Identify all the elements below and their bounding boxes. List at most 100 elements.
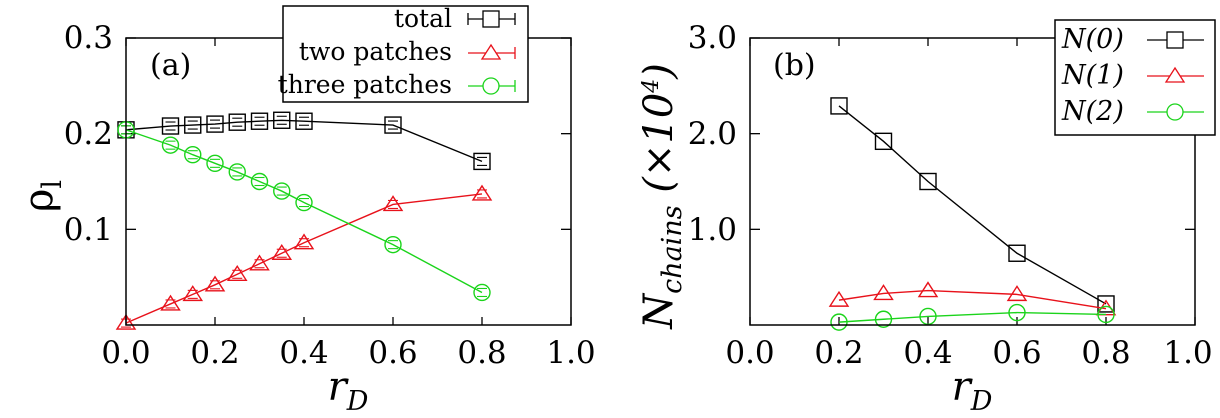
error-bar <box>299 197 309 208</box>
data-point <box>1097 295 1115 313</box>
data-point <box>226 265 248 281</box>
error-bar <box>187 150 198 160</box>
series-line <box>838 105 1107 305</box>
error-bar <box>477 287 487 298</box>
panel-a-legend: total two patches three patches <box>278 4 529 103</box>
data-point <box>273 182 291 200</box>
panel-b-frame <box>749 37 1196 326</box>
series-line <box>838 311 1107 323</box>
panel-a-xtick: 0.4 <box>279 335 328 371</box>
data-point <box>160 294 181 311</box>
data-point <box>206 115 224 133</box>
error-bar <box>276 186 287 196</box>
data-point <box>184 116 202 134</box>
data-point <box>382 195 404 212</box>
data-point <box>1008 303 1026 322</box>
data-point <box>919 172 937 191</box>
error-bar <box>388 240 398 250</box>
panel-a-xtick: 0.0 <box>101 335 150 371</box>
panel-a-ylabel: ρl <box>16 180 68 212</box>
panel-a-xtick: 0.2 <box>190 335 239 371</box>
data-point <box>874 132 893 151</box>
panel-b-xtick: 0.4 <box>903 335 952 371</box>
panel-b-ylabel: Nchains (×104) <box>636 63 688 330</box>
panel-a-xtick: 1.0 <box>546 335 595 371</box>
panel-b-xlabel: rD <box>952 364 993 417</box>
data-point <box>249 254 270 271</box>
series-n-0 <box>830 97 1115 313</box>
panel-b-ytick: 2.0 <box>688 116 737 152</box>
error-bar <box>254 176 265 187</box>
panel-a-ytick: 0.3 <box>64 20 113 56</box>
data-point <box>828 290 850 307</box>
error-bar <box>165 121 176 131</box>
panel-a-ytick: 0.2 <box>64 116 113 152</box>
panel-b-ytick: 3.0 <box>688 20 737 56</box>
legend-label-n2: N(2) <box>1061 96 1124 127</box>
legend-sample-n1 <box>1147 66 1204 83</box>
series-line <box>125 119 483 163</box>
series-line <box>125 193 483 324</box>
legend-sample-total <box>467 10 516 28</box>
data-point <box>228 163 246 181</box>
error-bar <box>388 120 398 130</box>
error-bar <box>232 117 243 127</box>
data-point <box>295 193 313 212</box>
data-point <box>1008 244 1026 262</box>
data-point <box>271 243 293 260</box>
error-bar <box>232 167 243 177</box>
error-bar <box>210 119 220 129</box>
data-point <box>873 284 894 301</box>
legend-label-total: total <box>394 4 452 33</box>
data-point <box>874 310 893 328</box>
panel-a-xtick: 0.8 <box>457 335 506 371</box>
error-bar <box>477 156 487 166</box>
panel-b-legend: N(0) N(1) N(2) <box>1054 19 1216 136</box>
data-point <box>182 285 204 302</box>
data-point <box>295 112 313 130</box>
panel-b-xtick: 0.0 <box>725 335 774 371</box>
data-point <box>161 136 180 154</box>
panel-a: (a) 0.1 0.2 0.3 0.0 0.2 0.4 0.6 0.8 1.0 … <box>16 4 596 417</box>
series-n-2 <box>830 303 1115 331</box>
data-point <box>293 233 315 250</box>
data-point <box>184 146 202 164</box>
legend-sample-two-patches <box>468 43 516 60</box>
panel-b-xtick: 0.6 <box>992 335 1041 371</box>
series-line <box>838 289 1107 310</box>
panel-b-legend-box <box>1054 19 1216 136</box>
data-point <box>830 313 848 331</box>
data-point <box>115 313 137 330</box>
series-n-1 <box>828 281 1117 316</box>
legend-label-n1: N(1) <box>1061 60 1124 91</box>
legend-label-three-patches: three patches <box>278 70 452 99</box>
series-line <box>125 129 483 294</box>
data-point <box>473 283 491 302</box>
error-bar <box>254 116 265 126</box>
data-point <box>204 275 226 292</box>
panel-a-ytick: 0.1 <box>64 212 113 248</box>
data-point <box>917 281 939 298</box>
data-point <box>228 113 246 131</box>
data-point <box>471 184 493 201</box>
panel-a-xtick: 0.6 <box>368 335 417 371</box>
data-point <box>473 152 491 171</box>
panel-a-label: (a) <box>150 48 191 83</box>
panel-b-xtick: 1.0 <box>1163 335 1212 371</box>
panel-b: (b) 1.0 2.0 3.0 0.0 0.2 0.4 0.6 0.8 1.0 … <box>636 19 1216 417</box>
data-point <box>384 235 402 254</box>
data-point <box>1097 305 1115 324</box>
data-point <box>161 117 180 135</box>
error-bar <box>210 158 220 168</box>
data-point <box>250 112 269 130</box>
data-point <box>250 172 269 191</box>
panel-b-label: (b) <box>773 48 816 83</box>
legend-sample-n2 <box>1147 103 1204 121</box>
data-point <box>1006 285 1028 302</box>
legend-label-n0: N(0) <box>1061 24 1124 55</box>
panel-b-xtick: 0.8 <box>1081 335 1130 371</box>
error-bar <box>165 140 176 150</box>
series-two-patches <box>115 184 493 330</box>
error-bar <box>187 120 198 130</box>
